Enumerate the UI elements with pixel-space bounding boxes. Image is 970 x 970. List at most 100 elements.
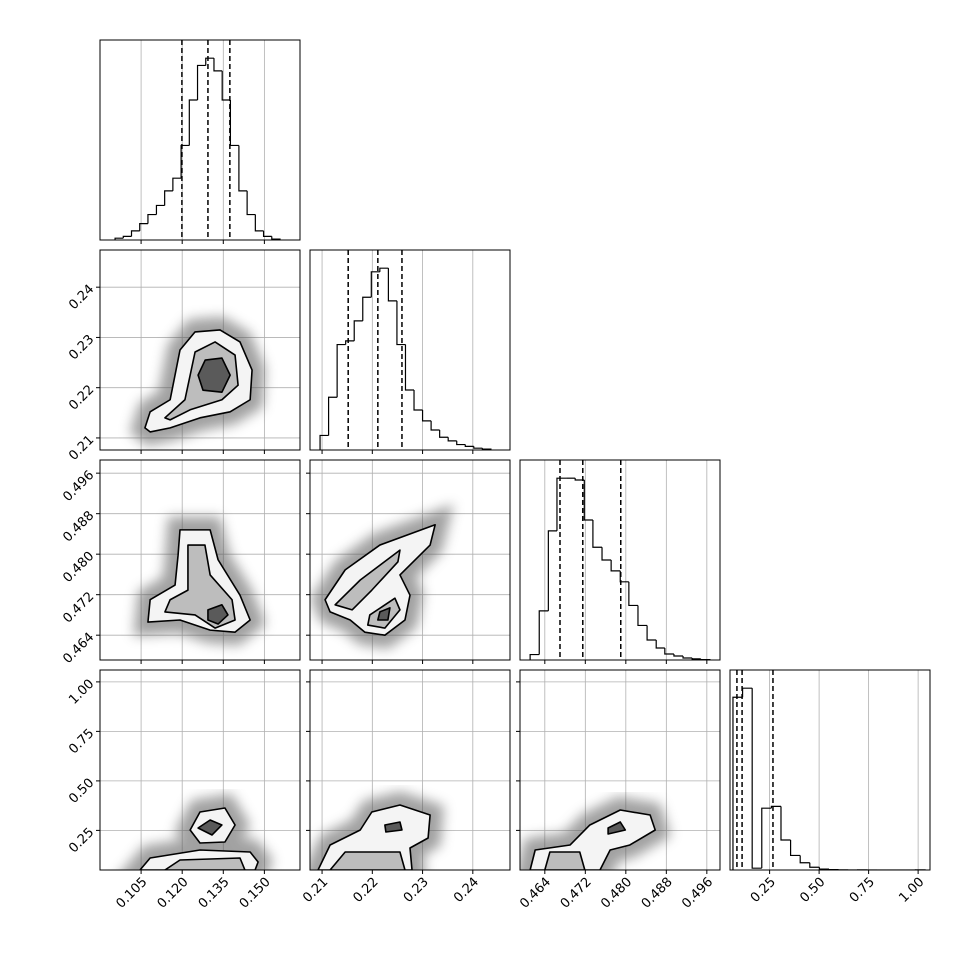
histogram-bin <box>387 268 397 302</box>
panel: 0.105 0.120 0.135 0.150 0.25 0.50 0.75 1.00 <box>66 669 301 912</box>
histogram-bin <box>628 581 638 607</box>
histogram-bin <box>345 340 355 345</box>
histogram-bin <box>130 230 140 237</box>
plot-area <box>122 793 273 870</box>
histogram-bin <box>147 213 157 224</box>
histogram-bin <box>139 223 148 231</box>
histogram-bin <box>583 480 593 521</box>
panel: 0.21 0.22 0.23 0.24 <box>300 669 511 906</box>
histogram-bin <box>396 300 406 346</box>
x-tick-label: 0.496 <box>679 875 716 912</box>
histogram-bin <box>538 610 549 655</box>
histogram-bin <box>809 862 820 868</box>
histogram-bin <box>691 658 701 660</box>
panel: 0.25 0.50 0.75 1.00 <box>729 669 931 906</box>
x-tick-label: 0.25 <box>748 875 779 906</box>
panel-frame <box>309 669 511 871</box>
x-tick-label: 0.480 <box>598 875 635 912</box>
y-tick-label: 0.22 <box>66 382 97 413</box>
histogram-bin <box>421 410 432 422</box>
histogram-bin <box>353 320 363 341</box>
contour <box>607 821 627 835</box>
histogram-bin <box>761 807 772 869</box>
panel-frame <box>309 249 511 451</box>
contour <box>334 549 401 611</box>
histogram-bin <box>655 640 665 649</box>
contour <box>544 851 586 870</box>
histogram-bin <box>529 653 540 660</box>
plot-area <box>732 670 926 870</box>
plot-area <box>310 504 454 649</box>
contour <box>207 604 229 625</box>
panel <box>309 249 511 454</box>
histogram-bin <box>221 70 231 101</box>
histogram-bin <box>327 396 338 436</box>
histogram-bin <box>741 687 753 698</box>
panel-frame <box>99 249 301 451</box>
x-tick-label: 0.135 <box>196 875 233 912</box>
histogram-bin <box>336 343 346 398</box>
plot-area <box>319 250 492 450</box>
panel-frame <box>519 459 721 661</box>
x-tick-label: 0.150 <box>237 875 274 912</box>
histogram-bin <box>114 237 124 240</box>
y-tick-label: 0.25 <box>66 825 97 856</box>
histogram-bin <box>601 547 612 561</box>
plot-area <box>310 791 444 870</box>
y-tick-label: 0.24 <box>66 282 97 313</box>
x-tick-label: 0.24 <box>451 875 482 906</box>
x-tick-label: 0.50 <box>797 875 828 906</box>
histogram-bin <box>413 390 423 411</box>
histogram-bin <box>770 805 781 809</box>
histogram-bin <box>780 806 791 841</box>
panel-frame <box>99 39 301 241</box>
y-tick-label: 0.23 <box>66 332 97 363</box>
histogram-bin <box>238 145 248 192</box>
histogram-bin <box>673 654 684 657</box>
histogram-bin <box>155 204 165 215</box>
histogram-bin <box>789 840 801 857</box>
panel-frame <box>729 669 931 871</box>
histogram-bin <box>547 530 557 611</box>
histogram-bin <box>196 64 206 100</box>
y-tick-label: 0.496 <box>60 468 97 505</box>
plot-area <box>529 460 711 660</box>
histogram-bin <box>213 58 223 72</box>
y-tick-label: 0.464 <box>60 630 97 667</box>
histogram-bin <box>646 625 657 641</box>
histogram-bin <box>319 434 329 450</box>
histogram-bin <box>262 230 272 237</box>
contour <box>329 851 406 870</box>
panel-frame <box>99 459 301 661</box>
x-tick-label: 0.23 <box>401 875 432 906</box>
histogram-bin <box>732 696 743 870</box>
histogram-bin <box>246 190 256 216</box>
histogram-bin <box>592 520 603 548</box>
panel-frame <box>99 669 301 871</box>
histogram-bin <box>682 656 693 659</box>
contour <box>197 819 223 836</box>
plot-area <box>129 316 266 446</box>
histogram-bin <box>464 444 474 447</box>
histogram-bin <box>556 477 567 531</box>
histogram-bin <box>205 57 214 66</box>
histogram-bin <box>271 236 281 240</box>
histogram-bin <box>362 296 372 321</box>
histogram-bin <box>447 437 457 442</box>
histogram-bin <box>574 478 585 481</box>
panel <box>519 459 721 664</box>
histogram-bin <box>229 100 239 147</box>
plot-area <box>133 516 266 646</box>
histogram-bin <box>370 271 380 298</box>
histogram-bin <box>439 430 449 438</box>
y-tick-label: 0.21 <box>66 433 97 464</box>
histogram-bin <box>172 177 182 191</box>
histogram-bin <box>751 688 762 869</box>
x-tick-label: 0.464 <box>517 875 554 912</box>
histogram-bin <box>122 235 132 239</box>
histogram-bin <box>456 440 466 446</box>
histogram-bin <box>254 214 264 232</box>
histogram-bin <box>619 570 629 583</box>
